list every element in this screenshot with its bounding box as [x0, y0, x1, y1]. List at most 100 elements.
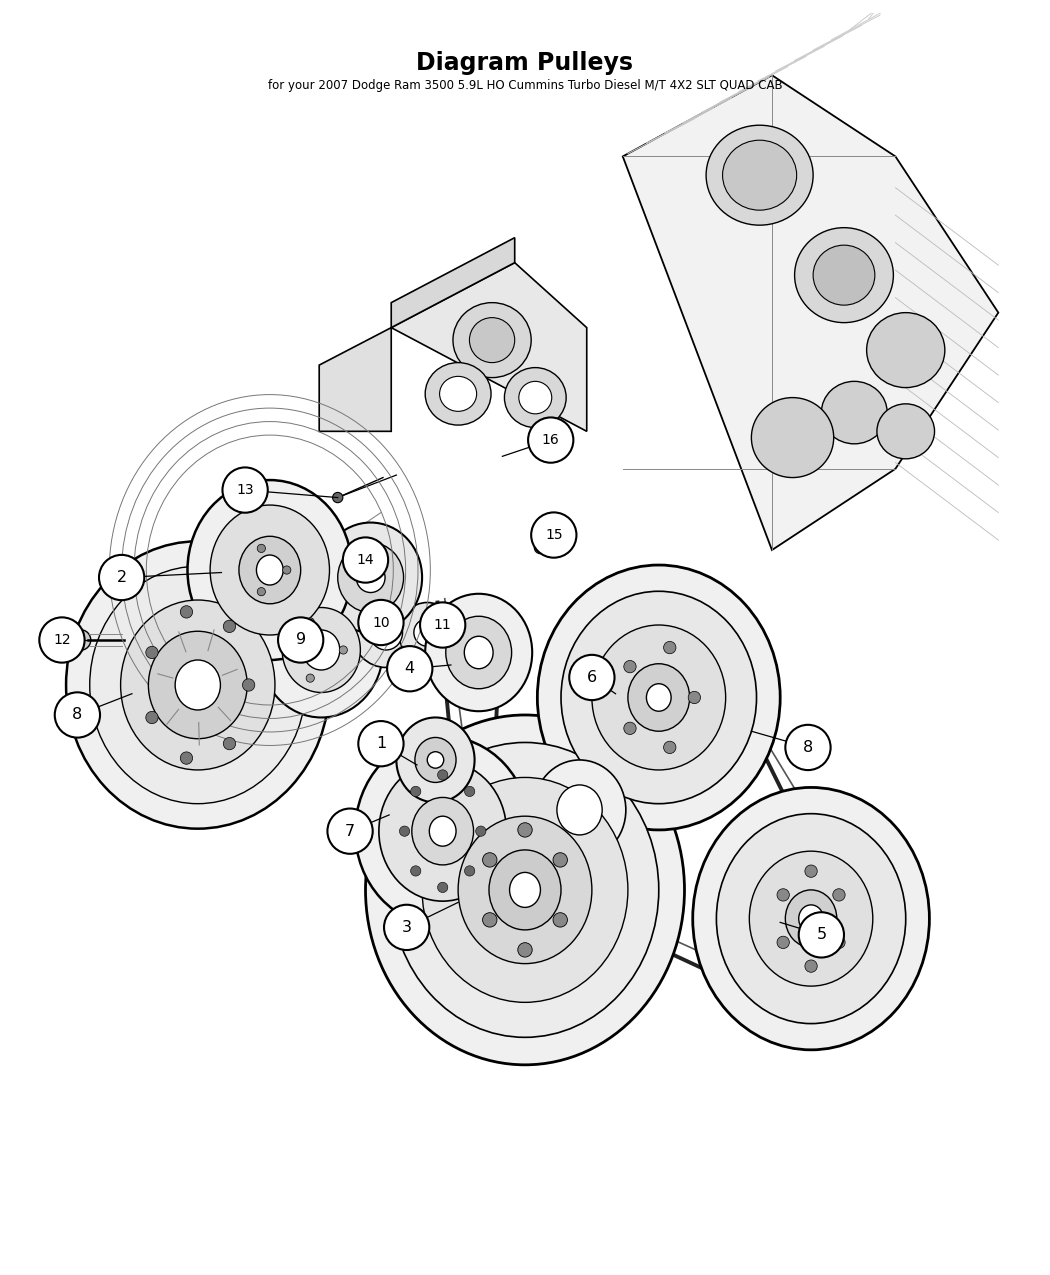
- Ellipse shape: [210, 505, 330, 635]
- Ellipse shape: [370, 615, 402, 650]
- Circle shape: [777, 936, 790, 949]
- Circle shape: [99, 555, 144, 601]
- Circle shape: [464, 866, 475, 876]
- Text: 10: 10: [372, 616, 390, 630]
- Text: 9: 9: [296, 632, 306, 648]
- Ellipse shape: [795, 228, 894, 323]
- Circle shape: [146, 646, 159, 659]
- Ellipse shape: [813, 245, 875, 305]
- Circle shape: [531, 513, 576, 557]
- Circle shape: [387, 646, 433, 691]
- Circle shape: [624, 722, 636, 734]
- Circle shape: [833, 889, 845, 901]
- Circle shape: [278, 617, 323, 663]
- Ellipse shape: [799, 905, 823, 932]
- Circle shape: [420, 602, 465, 648]
- Circle shape: [282, 566, 291, 574]
- Ellipse shape: [66, 542, 330, 829]
- Polygon shape: [319, 328, 392, 431]
- Ellipse shape: [785, 890, 837, 947]
- Ellipse shape: [425, 362, 491, 425]
- Ellipse shape: [628, 664, 690, 732]
- Circle shape: [358, 722, 403, 766]
- Ellipse shape: [509, 872, 541, 908]
- Circle shape: [333, 492, 343, 502]
- Circle shape: [427, 752, 444, 768]
- Ellipse shape: [365, 715, 685, 1065]
- Ellipse shape: [647, 683, 671, 711]
- Text: 16: 16: [542, 434, 560, 448]
- Circle shape: [224, 737, 235, 750]
- Ellipse shape: [239, 537, 300, 604]
- Ellipse shape: [282, 607, 360, 692]
- Circle shape: [257, 588, 266, 595]
- Ellipse shape: [338, 543, 403, 612]
- Circle shape: [70, 630, 90, 650]
- Ellipse shape: [412, 797, 474, 864]
- Circle shape: [483, 913, 497, 927]
- Ellipse shape: [556, 785, 603, 835]
- Circle shape: [805, 864, 817, 877]
- Circle shape: [805, 960, 817, 973]
- Circle shape: [339, 646, 348, 654]
- Circle shape: [518, 942, 532, 958]
- Text: 4: 4: [404, 662, 415, 676]
- Ellipse shape: [259, 583, 383, 718]
- Text: 14: 14: [357, 553, 374, 567]
- Circle shape: [328, 808, 373, 854]
- Ellipse shape: [519, 381, 551, 414]
- Ellipse shape: [538, 565, 780, 830]
- Ellipse shape: [256, 555, 284, 585]
- Circle shape: [146, 711, 159, 724]
- Text: 6: 6: [587, 669, 597, 685]
- Circle shape: [476, 826, 486, 836]
- Circle shape: [243, 678, 255, 691]
- Circle shape: [664, 641, 676, 654]
- Text: 8: 8: [72, 708, 83, 723]
- Circle shape: [553, 853, 567, 867]
- Ellipse shape: [504, 367, 566, 427]
- Ellipse shape: [379, 761, 506, 901]
- Circle shape: [624, 660, 636, 673]
- Ellipse shape: [89, 566, 306, 803]
- Ellipse shape: [440, 376, 477, 412]
- Ellipse shape: [752, 398, 834, 478]
- Circle shape: [411, 787, 421, 797]
- Circle shape: [343, 537, 388, 583]
- Text: 2: 2: [117, 570, 127, 585]
- Ellipse shape: [821, 381, 887, 444]
- Text: 8: 8: [803, 740, 813, 755]
- Text: 5: 5: [816, 927, 826, 942]
- Circle shape: [399, 826, 410, 836]
- Circle shape: [528, 417, 573, 463]
- Circle shape: [307, 618, 314, 626]
- Ellipse shape: [877, 404, 934, 459]
- Ellipse shape: [706, 125, 813, 226]
- Circle shape: [438, 882, 448, 892]
- Ellipse shape: [414, 618, 441, 646]
- Ellipse shape: [489, 850, 561, 929]
- Text: 12: 12: [54, 632, 70, 646]
- Ellipse shape: [415, 737, 456, 783]
- Ellipse shape: [175, 660, 220, 710]
- Circle shape: [257, 544, 266, 552]
- Polygon shape: [623, 75, 999, 550]
- Ellipse shape: [561, 592, 756, 803]
- Circle shape: [777, 889, 790, 901]
- Circle shape: [688, 691, 700, 704]
- Ellipse shape: [716, 813, 906, 1024]
- Ellipse shape: [429, 816, 456, 847]
- Polygon shape: [392, 237, 514, 328]
- Circle shape: [224, 620, 235, 632]
- Ellipse shape: [693, 788, 929, 1049]
- Circle shape: [785, 724, 831, 770]
- Ellipse shape: [750, 852, 873, 986]
- Ellipse shape: [464, 636, 494, 669]
- Circle shape: [438, 770, 448, 780]
- Circle shape: [483, 853, 497, 867]
- Ellipse shape: [425, 594, 532, 711]
- Text: 15: 15: [545, 528, 563, 542]
- Circle shape: [464, 787, 475, 797]
- Circle shape: [534, 542, 547, 553]
- Circle shape: [553, 913, 567, 927]
